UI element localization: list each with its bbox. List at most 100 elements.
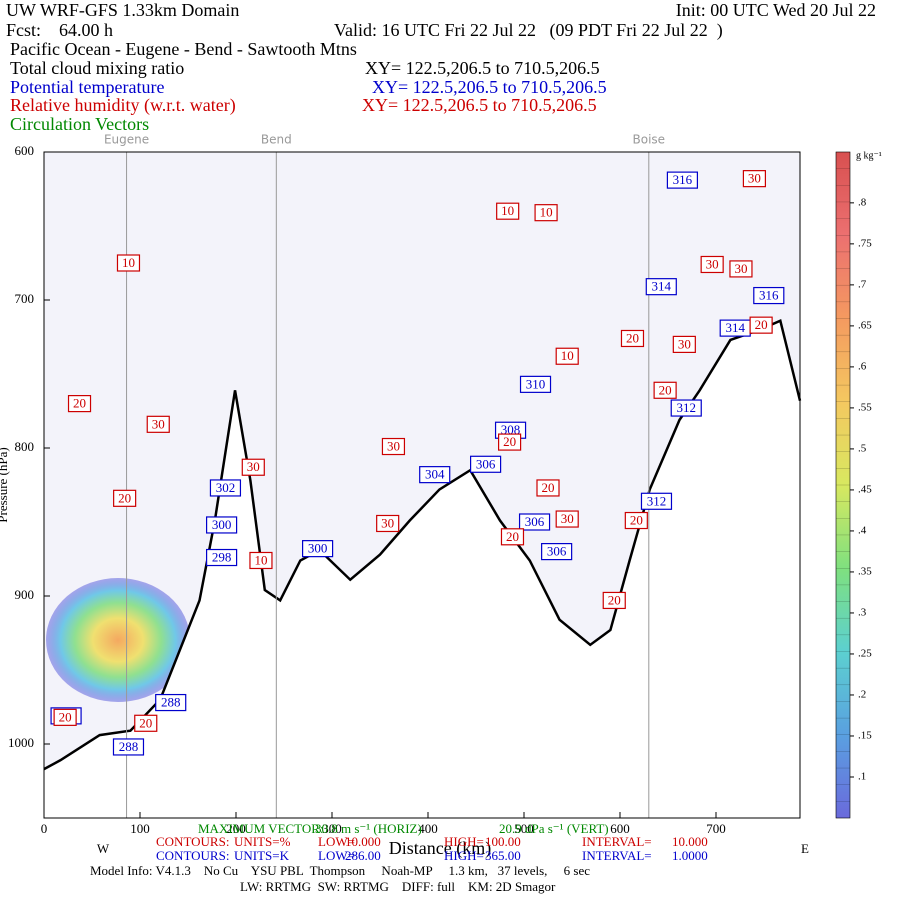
contour-label: 20: [139, 715, 152, 730]
west-label: W: [97, 841, 110, 856]
contour-label: 300: [308, 541, 328, 556]
contour-label: 20: [659, 382, 672, 397]
contour-label: 316: [673, 172, 693, 187]
contour-label-box: [749, 316, 773, 334]
x-tick-label: 200: [226, 821, 246, 836]
east-label: E: [801, 841, 809, 856]
contours-rh: HIGH=: [444, 834, 484, 849]
contour-label-box: [534, 204, 558, 222]
physics-info: LW: RRTMG SW: RRTMG DIFF: full KM: 2D Sm…: [240, 879, 556, 894]
terrain-fill: [44, 320, 800, 818]
max-vector: 30.8 m s⁻¹ (HORIZ): [315, 821, 422, 836]
contour-label: 30: [678, 336, 691, 351]
contour-label-box: [500, 528, 525, 546]
legend-entry: Total cloud mixing ratio: [10, 58, 184, 78]
x-tick-label: 0: [41, 821, 48, 836]
contour-label-box: [729, 260, 753, 278]
contour-label: 30: [381, 515, 394, 530]
contour-label-box: [518, 513, 551, 531]
contour-label-box: [241, 458, 265, 476]
contour-label: 288: [119, 739, 139, 754]
contour-label: 20: [503, 434, 516, 449]
contours-theta: 286.00: [345, 848, 381, 863]
contour-label-box: [116, 254, 141, 272]
contour-label-box: [376, 514, 400, 533]
contour-label-box: [666, 171, 699, 189]
contour-label-box: [624, 511, 648, 530]
contours-rh: 10.000: [672, 834, 708, 849]
contour-label-box: [209, 479, 242, 497]
contour-label-box: [496, 202, 520, 220]
contours-theta: 365.00: [485, 848, 521, 863]
colorbar-tick-label: .7: [858, 278, 867, 290]
contour-label: 314: [652, 279, 672, 294]
contour-label: 20: [608, 592, 621, 607]
contour-label: 312: [676, 400, 696, 415]
contour-label: 20: [73, 396, 86, 411]
contours-rh: UNITS=%: [234, 834, 291, 849]
x-axis-label: Distance (km): [389, 838, 491, 859]
contour-label: 306: [525, 514, 545, 529]
colorbar-tick-label: .1: [858, 771, 866, 783]
contour-label: 30: [748, 171, 761, 186]
contour-label-box: [113, 489, 137, 507]
contour-label-box: [498, 433, 522, 451]
contour-label-box: [302, 540, 334, 558]
contour-label-box: [381, 437, 406, 456]
colorbar-tick-label: .15: [858, 730, 872, 742]
y-axis-label: Pressure (hPa): [0, 447, 10, 522]
landmark-label: Bend: [261, 133, 292, 147]
contours-theta: HIGH=: [444, 848, 484, 863]
cloud-field: [46, 578, 190, 702]
colorbar-tick-label: .3: [858, 606, 867, 618]
subtitle: Pacific Ocean - Eugene - Bend - Sawtooth…: [10, 39, 357, 59]
contour-label-box: [67, 395, 92, 413]
contour-label: 298: [212, 550, 232, 565]
contour-label: 20: [542, 480, 555, 495]
legend-entry: Relative humidity (w.r.t. water): [10, 95, 236, 116]
contour-label: 20: [626, 330, 639, 345]
y-tick-label: 1000: [8, 735, 34, 750]
landmark-label: Eugene: [104, 133, 149, 147]
colorbar-tick-label: .8: [858, 196, 867, 208]
colorbar-tick-label: .75: [858, 237, 872, 249]
contour-label: 20: [118, 490, 131, 505]
contour-label-box: [672, 335, 696, 353]
contour-label: 304: [425, 467, 445, 482]
contours-rh: 10.000: [345, 834, 381, 849]
contour-label-box: [519, 375, 552, 393]
contours-theta: CONTOURS:: [156, 848, 229, 863]
title: UW WRF-GFS 1.33km Domain: [6, 0, 239, 20]
y-tick-label: 900: [15, 587, 35, 602]
contour-label: 300: [212, 517, 232, 532]
contour-label: 30: [561, 511, 574, 526]
contours-rh: CONTOURS:: [156, 834, 229, 849]
colorbar-tick-label: .4: [858, 524, 867, 536]
contours-theta: UNITS=K: [234, 848, 290, 863]
y-tick-label: 800: [15, 439, 35, 454]
plot-frame: [43, 151, 801, 819]
contour-label: 20: [506, 529, 519, 544]
forecast-hour: Fcst: 64.00 h: [6, 20, 113, 40]
x-tick-label: 700: [706, 821, 726, 836]
contour-label: 288: [161, 695, 181, 710]
contour-label: 10: [561, 348, 574, 363]
contour-label-box: [470, 455, 502, 473]
terrain-line: [43, 318, 802, 771]
y-tick-label: 700: [15, 291, 35, 306]
contour-label: 316: [759, 288, 779, 303]
init-time: Init: 00 UTC Wed 20 Jul 22: [676, 0, 876, 20]
contour-label-box: [206, 516, 238, 534]
valid-time: Valid: 16 UTC Fri 22 Jul 22 (09 PDT Fri …: [334, 20, 723, 41]
contour-label-box: [536, 479, 560, 497]
contour-label: 310: [526, 376, 546, 391]
legend-entry: Circulation Vectors: [10, 114, 149, 134]
contour-label-box: [620, 329, 645, 348]
contour-label: 312: [647, 493, 667, 508]
y-tick-label: 600: [15, 143, 35, 158]
contour-label: 10: [122, 255, 135, 270]
contour-label-box: [53, 708, 77, 726]
contour-label-box: [146, 415, 170, 433]
model-info: Model Info: V4.1.3 No Cu YSU PBL Thompso…: [90, 863, 590, 878]
